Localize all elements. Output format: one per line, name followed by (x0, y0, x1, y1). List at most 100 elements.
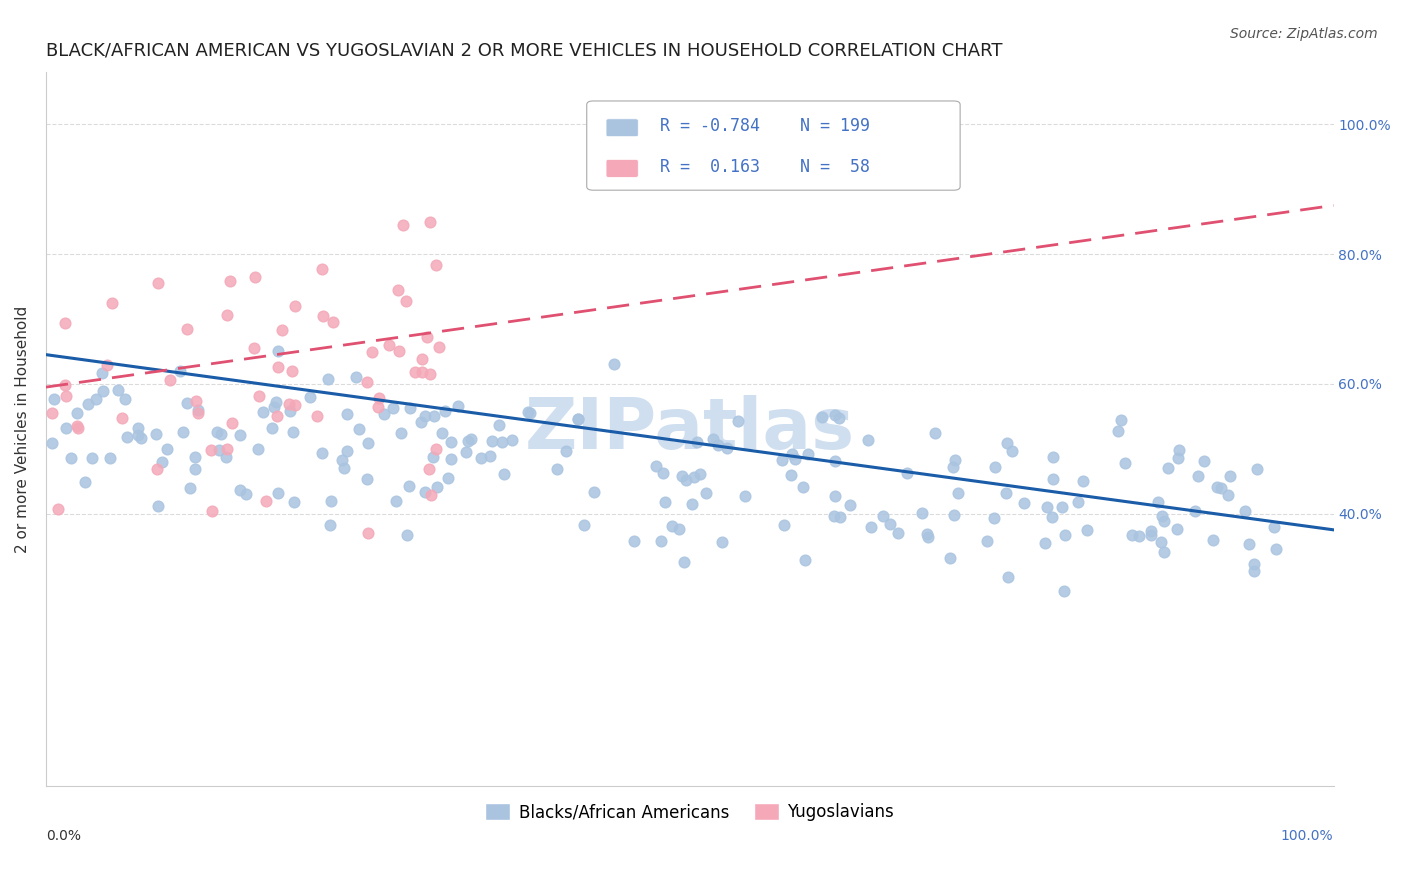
Blacks/African Americans (1246, 461, 1268, 475)
Yugoslavians (387, 344, 409, 359)
Blacks/African Americans (668, 522, 690, 536)
Blacks/African Americans (824, 489, 846, 503)
Blacks/African Americans (1121, 527, 1143, 541)
Yugoslavians (159, 373, 181, 387)
Yugoslavians (395, 294, 418, 309)
Yugoslavians (418, 462, 440, 476)
Blacks/African Americans (470, 451, 492, 466)
Blacks/African Americans (208, 442, 231, 457)
Blacks/African Americans (554, 444, 576, 458)
Blacks/African Americans (107, 383, 129, 397)
Yugoslavians (100, 296, 122, 310)
Blacks/African Americans (440, 452, 463, 467)
Yugoslavians (200, 442, 222, 457)
Blacks/African Americans (252, 404, 274, 418)
Yugoslavians (427, 340, 450, 354)
Blacks/African Americans (1012, 496, 1035, 510)
Blacks/African Americans (997, 570, 1019, 584)
Text: ZIPatlas: ZIPatlas (524, 395, 855, 464)
Blacks/African Americans (423, 409, 446, 423)
Blacks/African Americans (209, 426, 232, 441)
Blacks/African Americans (915, 527, 938, 541)
Legend: Blacks/African Americans, Yugoslavians: Blacks/African Americans, Yugoslavians (478, 797, 901, 828)
Blacks/African Americans (98, 450, 121, 465)
Blacks/African Americans (1111, 413, 1133, 427)
Blacks/African Americans (235, 487, 257, 501)
Yugoslavians (284, 398, 307, 412)
Blacks/African Americans (675, 473, 697, 487)
Blacks/African Americans (389, 426, 412, 441)
Blacks/African Americans (229, 427, 252, 442)
Blacks/African Americans (460, 432, 482, 446)
Blacks/African Americans (1114, 456, 1136, 470)
Blacks/African Americans (413, 484, 436, 499)
Yugoslavians (281, 364, 304, 378)
Blacks/African Americans (567, 412, 589, 426)
Blacks/African Americans (1205, 480, 1227, 494)
Blacks/African Americans (93, 384, 115, 399)
Blacks/African Americans (283, 425, 305, 439)
Blacks/African Americans (344, 370, 367, 384)
Blacks/African Americans (1264, 542, 1286, 557)
Blacks/African Americans (187, 403, 209, 417)
Blacks/African Americans (172, 425, 194, 439)
Yugoslavians (215, 442, 238, 456)
Blacks/African Americans (1167, 450, 1189, 465)
Blacks/African Americans (710, 534, 733, 549)
Blacks/African Americans (1067, 495, 1090, 509)
Blacks/African Americans (440, 434, 463, 449)
Text: BLACK/AFRICAN AMERICAN VS YUGOSLAVIAN 2 OR MORE VEHICLES IN HOUSEHOLD CORRELATIO: BLACK/AFRICAN AMERICAN VS YUGOSLAVIAN 2 … (46, 42, 1002, 60)
Blacks/African Americans (1237, 537, 1260, 551)
Blacks/African Americans (1263, 520, 1285, 534)
Blacks/African Americans (318, 517, 340, 532)
Blacks/African Americans (398, 479, 420, 493)
Yugoslavians (425, 442, 447, 457)
Text: R = -0.784    N = 199: R = -0.784 N = 199 (661, 117, 870, 135)
Blacks/African Americans (456, 445, 478, 459)
Blacks/African Americans (872, 509, 894, 524)
Blacks/African Americans (650, 533, 672, 548)
Yugoslavians (368, 391, 391, 405)
Yugoslavians (270, 323, 292, 337)
Blacks/African Americans (311, 446, 333, 460)
Blacks/African Americans (381, 401, 404, 416)
Yugoslavians (387, 283, 409, 297)
Blacks/African Americans (794, 553, 817, 567)
Blacks/African Americans (681, 497, 703, 511)
Blacks/African Americans (336, 443, 359, 458)
Blacks/African Americans (205, 425, 228, 439)
Blacks/African Americans (1128, 528, 1150, 542)
Blacks/African Americans (481, 434, 503, 448)
Text: 0.0%: 0.0% (46, 829, 82, 843)
Blacks/African Americans (169, 364, 191, 378)
Yugoslavians (411, 351, 433, 366)
Blacks/African Americans (176, 395, 198, 409)
Blacks/African Americans (447, 399, 470, 413)
Blacks/African Americans (1166, 522, 1188, 536)
Blacks/African Americans (770, 453, 793, 467)
Blacks/African Americans (491, 435, 513, 450)
Yugoslavians (278, 397, 301, 411)
Blacks/African Americans (319, 493, 342, 508)
Blacks/African Americans (995, 486, 1018, 500)
Yugoslavians (66, 418, 89, 433)
Y-axis label: 2 or more Vehicles in Household: 2 or more Vehicles in Household (15, 306, 30, 553)
Blacks/African Americans (1001, 444, 1024, 458)
Blacks/African Americans (179, 481, 201, 495)
Blacks/African Americans (44, 392, 66, 406)
Yugoslavians (425, 258, 447, 272)
Blacks/African Americans (519, 406, 541, 420)
Blacks/African Americans (127, 421, 149, 435)
Blacks/African Americans (706, 438, 728, 452)
Blacks/African Americans (336, 407, 359, 421)
Blacks/African Americans (797, 447, 820, 461)
Blacks/African Americans (146, 500, 169, 514)
Yugoslavians (247, 389, 270, 403)
Blacks/African Americans (623, 534, 645, 549)
Blacks/African Americans (824, 453, 846, 467)
Blacks/African Americans (887, 526, 910, 541)
Blacks/African Americans (183, 461, 205, 475)
Blacks/African Americans (488, 418, 510, 433)
Blacks/African Americans (976, 534, 998, 549)
Blacks/African Americans (942, 460, 965, 475)
